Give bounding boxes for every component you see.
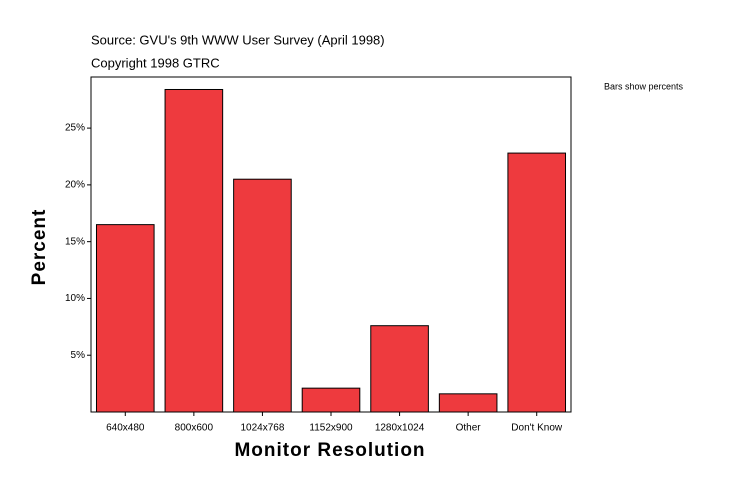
bar — [370, 325, 429, 413]
bar — [507, 152, 567, 413]
x-axis-title: Monitor Resolution — [234, 440, 425, 461]
copyright: Copyright 1998 GTRC — [91, 55, 220, 70]
x-tick-label: 1280x1024 — [375, 423, 425, 434]
source: Source: GVU's 9th WWW User Survey (April… — [91, 32, 385, 47]
bar — [438, 393, 498, 413]
bar — [233, 178, 292, 413]
note: Bars show percents — [604, 81, 684, 91]
bar — [301, 387, 361, 413]
x-tick-label: Other — [456, 423, 482, 434]
y-tick-label: 20% — [65, 180, 85, 191]
y-tick-label: 5% — [71, 350, 86, 361]
y-tick-label: 15% — [65, 236, 85, 247]
x-tick-label: 1152x900 — [309, 423, 353, 434]
bar — [95, 224, 155, 413]
x-tick-label: 1024x768 — [240, 423, 284, 434]
x-tick-label: Don't Know — [511, 423, 563, 434]
y-axis-title: Percent — [29, 209, 50, 286]
x-tick-label: 800x600 — [175, 423, 214, 434]
x-tick-label: 640x480 — [106, 423, 145, 434]
y-tick-label: 25% — [65, 123, 85, 134]
bar — [164, 88, 224, 413]
y-tick-label: 10% — [65, 293, 85, 304]
